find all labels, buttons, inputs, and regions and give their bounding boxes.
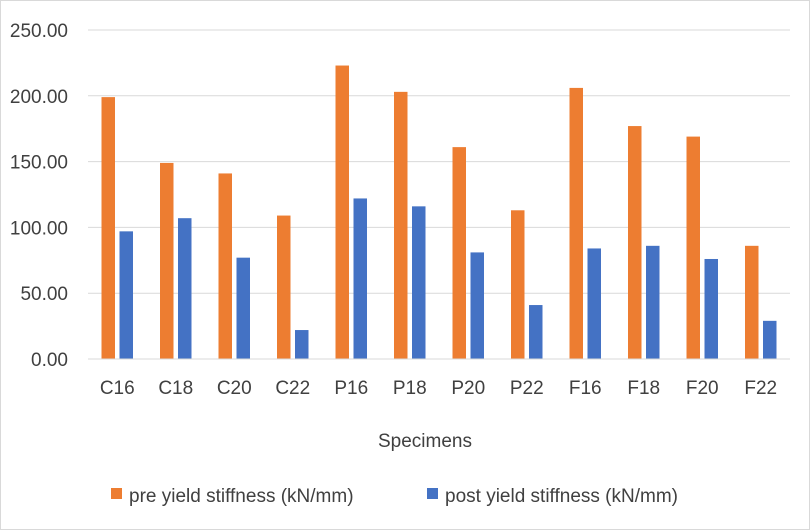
y-tick-label: 200.00 [10, 87, 68, 108]
x-tick-label: C22 [275, 378, 310, 399]
y-tick-label: 150.00 [10, 153, 68, 174]
legend: pre yield stiffness (kN/mm) post yield st… [111, 486, 678, 507]
x-tick-label: F20 [686, 378, 719, 399]
y-tick-label: 0.00 [31, 350, 68, 371]
x-tick-label: C16 [100, 378, 135, 399]
bars [101, 65, 777, 360]
bar-pre-yield-f22 [745, 245, 759, 359]
x-tick-label: P20 [451, 378, 485, 399]
bar-post-yield-p22 [529, 305, 543, 359]
bar-pre-yield-c16 [101, 97, 115, 359]
legend-swatch [111, 488, 122, 499]
y-tick-label: 250.00 [10, 21, 68, 42]
x-tick-label: F22 [744, 378, 777, 399]
bar-post-yield-f22 [763, 320, 777, 359]
bar-pre-yield-c20 [218, 173, 232, 359]
legend-label: pre yield stiffness (kN/mm) [129, 486, 354, 507]
x-axis-title: Specimens [378, 431, 472, 452]
y-tick-label: 100.00 [10, 218, 68, 239]
bar-post-yield-c16 [119, 231, 133, 359]
bar-post-yield-c20 [236, 257, 250, 359]
bar-post-yield-c22 [295, 330, 309, 359]
bar-post-yield-f16 [587, 248, 601, 359]
bar-post-yield-f20 [704, 258, 718, 359]
gridlines [88, 29, 790, 294]
legend-label: post yield stiffness (kN/mm) [445, 486, 678, 507]
bar-pre-yield-p16 [335, 65, 349, 360]
bar-post-yield-f18 [646, 245, 660, 359]
y-axis-tick-labels: 0.00 50.00 100.00 150.00 200.00 250.00 [10, 21, 68, 371]
bar-post-yield-p16 [353, 198, 367, 359]
bar-pre-yield-f18 [628, 126, 642, 360]
bar-pre-yield-c22 [277, 215, 291, 359]
bar-pre-yield-p18 [394, 91, 408, 360]
legend-swatch [427, 488, 438, 499]
x-tick-label: P18 [393, 378, 427, 399]
y-tick-label: 50.00 [20, 284, 68, 305]
x-tick-label: F18 [627, 378, 660, 399]
x-tick-label: C18 [158, 378, 193, 399]
x-tick-label: C20 [217, 378, 252, 399]
bar-pre-yield-f20 [686, 136, 700, 359]
bar-post-yield-p20 [470, 252, 484, 359]
x-axis-tick-labels: C16 C18 C20 C22 P16 P18 P20 P22 F16 F18 F20 F22 [100, 378, 777, 399]
x-tick-label: F16 [569, 378, 602, 399]
x-tick-label: P22 [510, 378, 544, 399]
bar-pre-yield-c18 [160, 162, 174, 359]
x-tick-label: P16 [334, 378, 368, 399]
bar-pre-yield-p22 [511, 210, 525, 359]
bar-post-yield-p18 [412, 206, 426, 359]
bar-pre-yield-f16 [569, 87, 583, 360]
bar-pre-yield-p20 [452, 147, 466, 359]
bar-post-yield-c18 [178, 218, 192, 359]
